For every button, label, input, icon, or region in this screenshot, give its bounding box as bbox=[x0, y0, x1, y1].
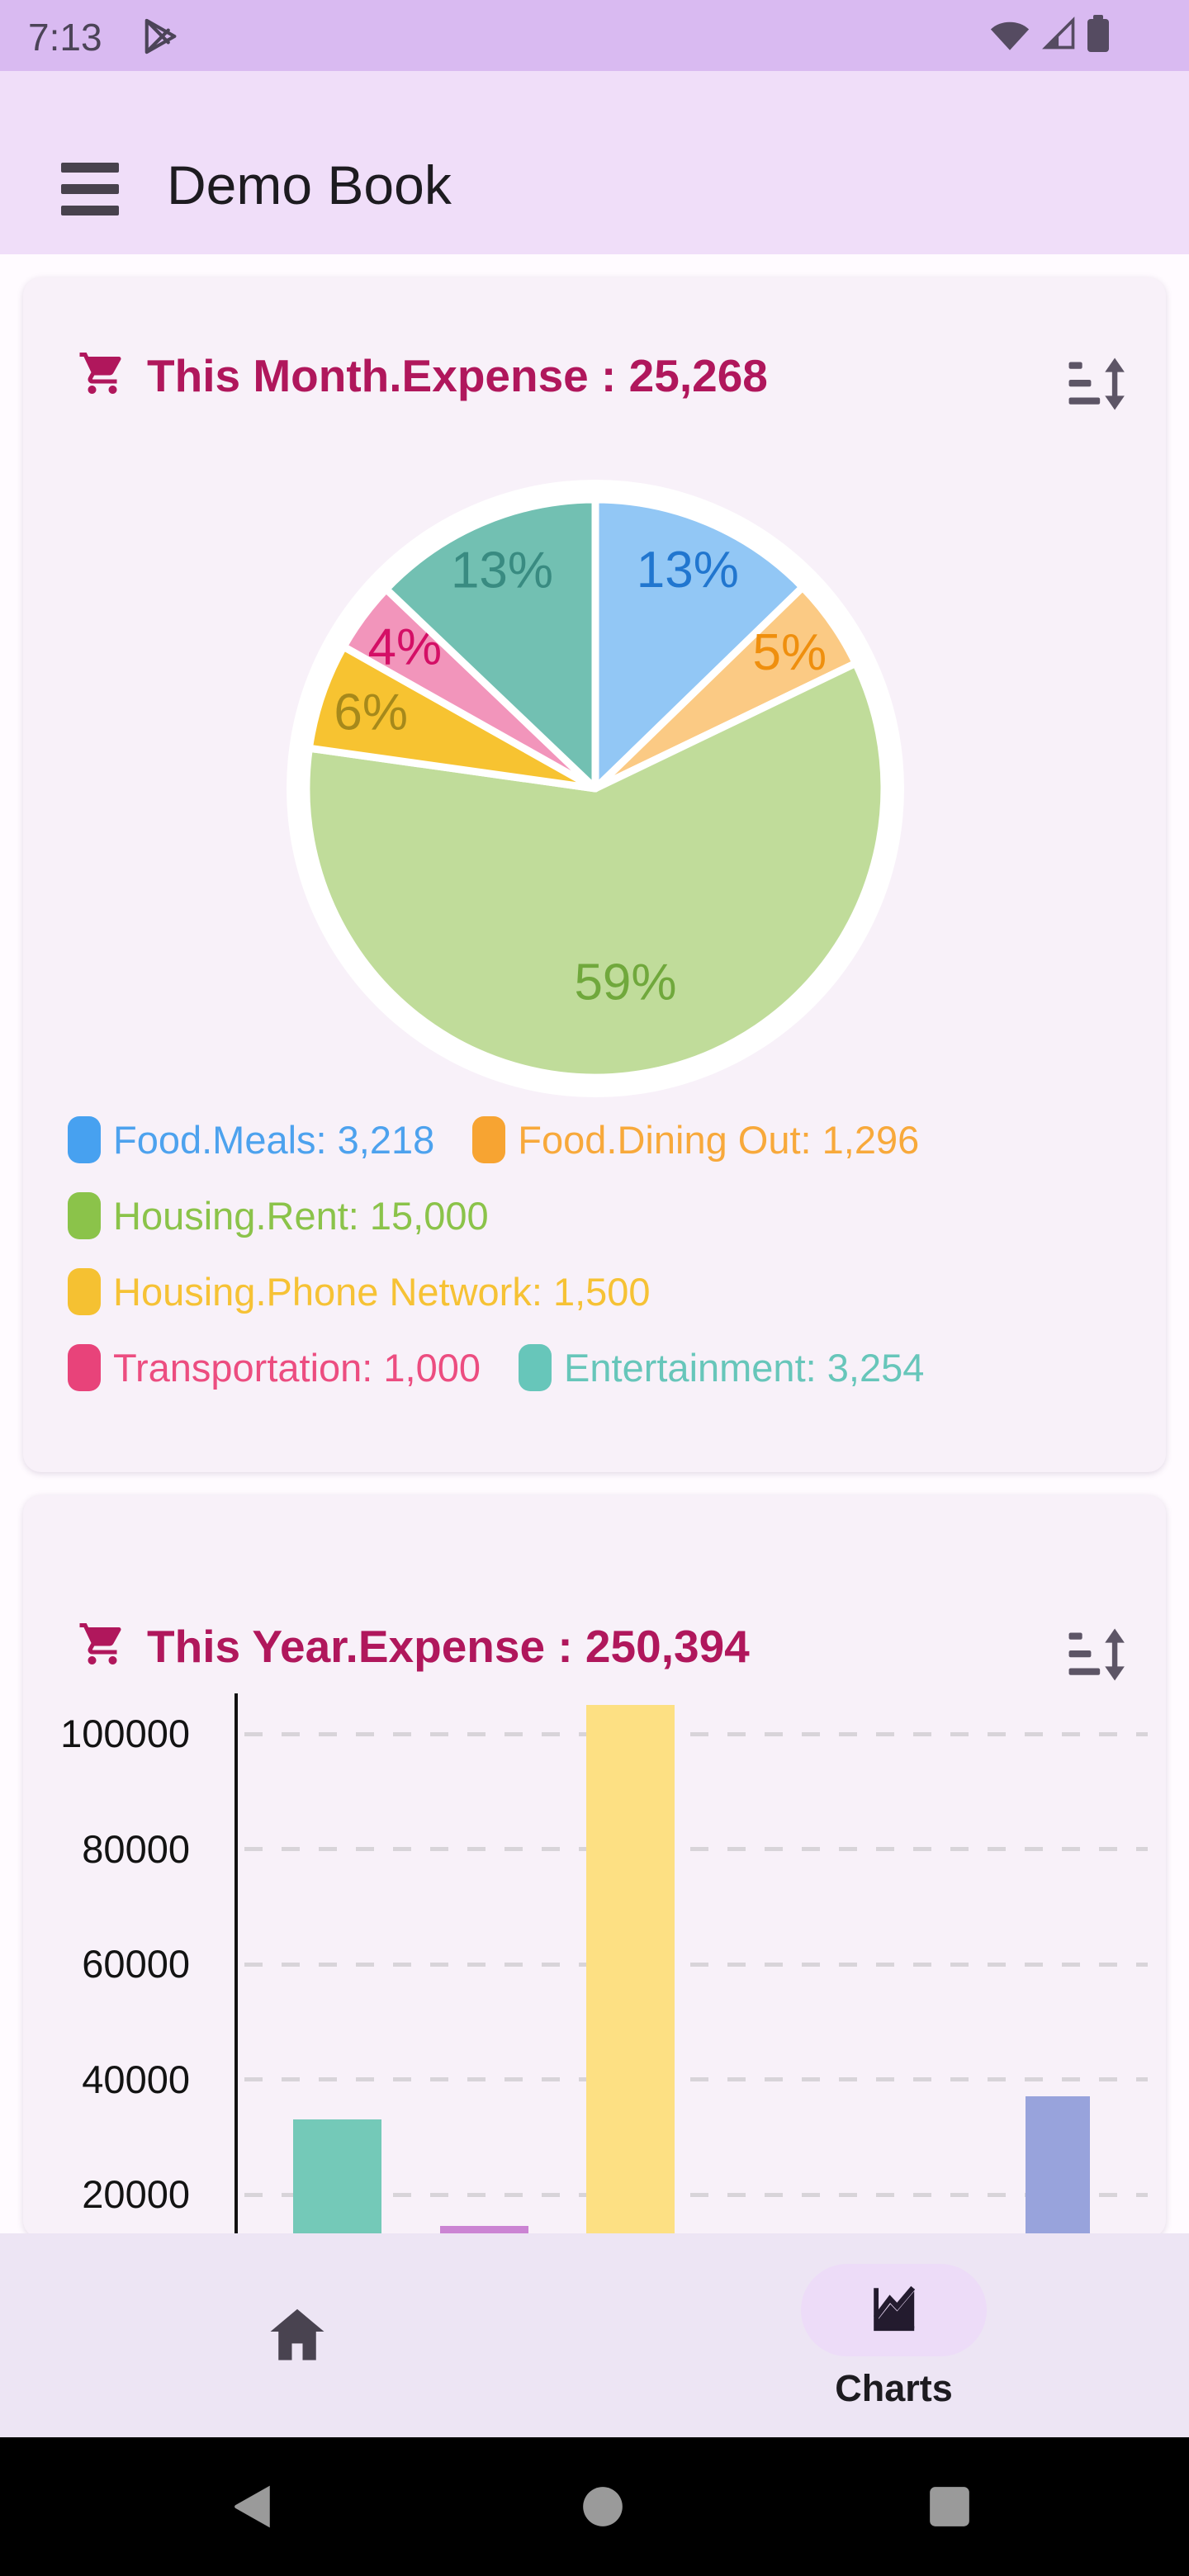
menu-icon[interactable] bbox=[61, 163, 119, 215]
year-card-title: This Year.Expense : 250,394 bbox=[147, 1620, 750, 1672]
year-expense-card: This Year.Expense : 250,394 20000 40000 60… bbox=[23, 1495, 1166, 2238]
app-bar: Demo Book bbox=[0, 71, 1189, 254]
nav-label-charts: Charts bbox=[835, 2367, 953, 2409]
home-button[interactable] bbox=[553, 2437, 652, 2576]
status-time: 7:13 bbox=[28, 16, 102, 59]
pie-slice-entertainment[interactable] bbox=[382, 495, 599, 793]
pie-slice-label: 13% bbox=[451, 542, 553, 599]
bar-slot-1[interactable] bbox=[292, 2119, 381, 2233]
legend-swatch bbox=[68, 1344, 101, 1391]
gridline bbox=[244, 1731, 1148, 1736]
y-axis-tick-label: 100000 bbox=[60, 1712, 190, 1755]
wifi-icon bbox=[988, 16, 1032, 56]
y-axis-tick-label: 80000 bbox=[82, 1826, 190, 1871]
legend-item-housing-rent: Housing.Rent: 15,000 bbox=[68, 1192, 489, 1239]
pie-slice-label: 5% bbox=[752, 624, 827, 681]
bar-slot-6[interactable] bbox=[1026, 2096, 1090, 2233]
legend-item-entertainment: Entertainment: 3,254 bbox=[519, 1344, 924, 1391]
legend-label: Transportation: 1,000 bbox=[113, 1346, 481, 1390]
recents-button[interactable] bbox=[900, 2437, 999, 2576]
y-axis-tick-label: 20000 bbox=[82, 2172, 190, 2216]
legend-label: Housing.Rent: 15,000 bbox=[113, 1194, 489, 1238]
legend-swatch bbox=[472, 1116, 506, 1163]
legend-swatch bbox=[68, 1268, 101, 1315]
android-navigation-bar bbox=[0, 2437, 1189, 2576]
back-button[interactable] bbox=[202, 2437, 301, 2576]
nav-item-charts[interactable]: Charts bbox=[776, 2233, 1011, 2437]
gridline bbox=[244, 2077, 1148, 2081]
legend-item-housing-phone-network: Housing.Phone Network: 1,500 bbox=[68, 1268, 651, 1315]
gridline bbox=[244, 2192, 1148, 2197]
pie-chart: 13%5%59%6%4%13% bbox=[287, 480, 904, 1097]
pie-slice-label: 6% bbox=[334, 684, 408, 741]
pie-slice-label: 13% bbox=[637, 542, 739, 599]
y-axis-tick-label: 40000 bbox=[82, 2057, 190, 2101]
sort-icon[interactable] bbox=[1059, 1619, 1130, 1690]
home-icon bbox=[265, 2304, 329, 2367]
pie-slice-label: 59% bbox=[574, 954, 676, 1011]
cart-icon bbox=[78, 348, 127, 402]
status-bar: 7:13 bbox=[0, 0, 1189, 71]
bottom-navigation: Charts bbox=[0, 2233, 1189, 2437]
legend-label: Food.Meals: 3,218 bbox=[113, 1118, 435, 1162]
pie-slice-housing-rent[interactable] bbox=[302, 659, 888, 1082]
legend-label: Entertainment: 3,254 bbox=[564, 1346, 925, 1390]
month-expense-card: This Month.Expense : 25,268 13% 5% 59% 6% 4%… bbox=[23, 277, 1166, 1472]
pie-legend: Food.Meals: 3,218 Food.Dining Out: 1,296 H… bbox=[68, 1116, 1133, 1391]
gridline bbox=[244, 1847, 1148, 1851]
y-axis-tick-label: 60000 bbox=[82, 1942, 190, 1986]
page-title: Demo Book bbox=[167, 154, 452, 215]
cellular-icon bbox=[1040, 16, 1078, 56]
legend-label: Food.Dining Out: 1,296 bbox=[518, 1118, 920, 1162]
cart-icon bbox=[78, 1619, 127, 1673]
legend-swatch bbox=[68, 1192, 101, 1239]
legend-item-food-meals: Food.Meals: 3,218 bbox=[68, 1116, 434, 1163]
legend-swatch bbox=[68, 1116, 101, 1163]
active-tab-pill bbox=[801, 2264, 987, 2356]
nav-item-home[interactable] bbox=[182, 2233, 413, 2437]
area-chart-icon bbox=[864, 2280, 925, 2342]
bar-chart-y-axis bbox=[234, 1693, 238, 2233]
legend-item-food-dining-out: Food.Dining Out: 1,296 bbox=[472, 1116, 919, 1163]
bar-slot-2[interactable] bbox=[439, 2226, 528, 2233]
legend-label: Housing.Phone Network: 1,500 bbox=[113, 1270, 651, 1314]
legend-item-transportation: Transportation: 1,000 bbox=[68, 1344, 481, 1391]
battery-icon bbox=[1087, 14, 1110, 57]
legend-swatch bbox=[519, 1344, 552, 1391]
pie-slice-food-meals[interactable] bbox=[591, 495, 807, 793]
sort-icon[interactable] bbox=[1059, 348, 1130, 419]
gridline bbox=[244, 1962, 1148, 1967]
month-card-title: This Month.Expense : 25,268 bbox=[147, 349, 768, 401]
play-store-icon bbox=[139, 15, 182, 62]
bar-slot-3[interactable] bbox=[585, 1705, 675, 2233]
